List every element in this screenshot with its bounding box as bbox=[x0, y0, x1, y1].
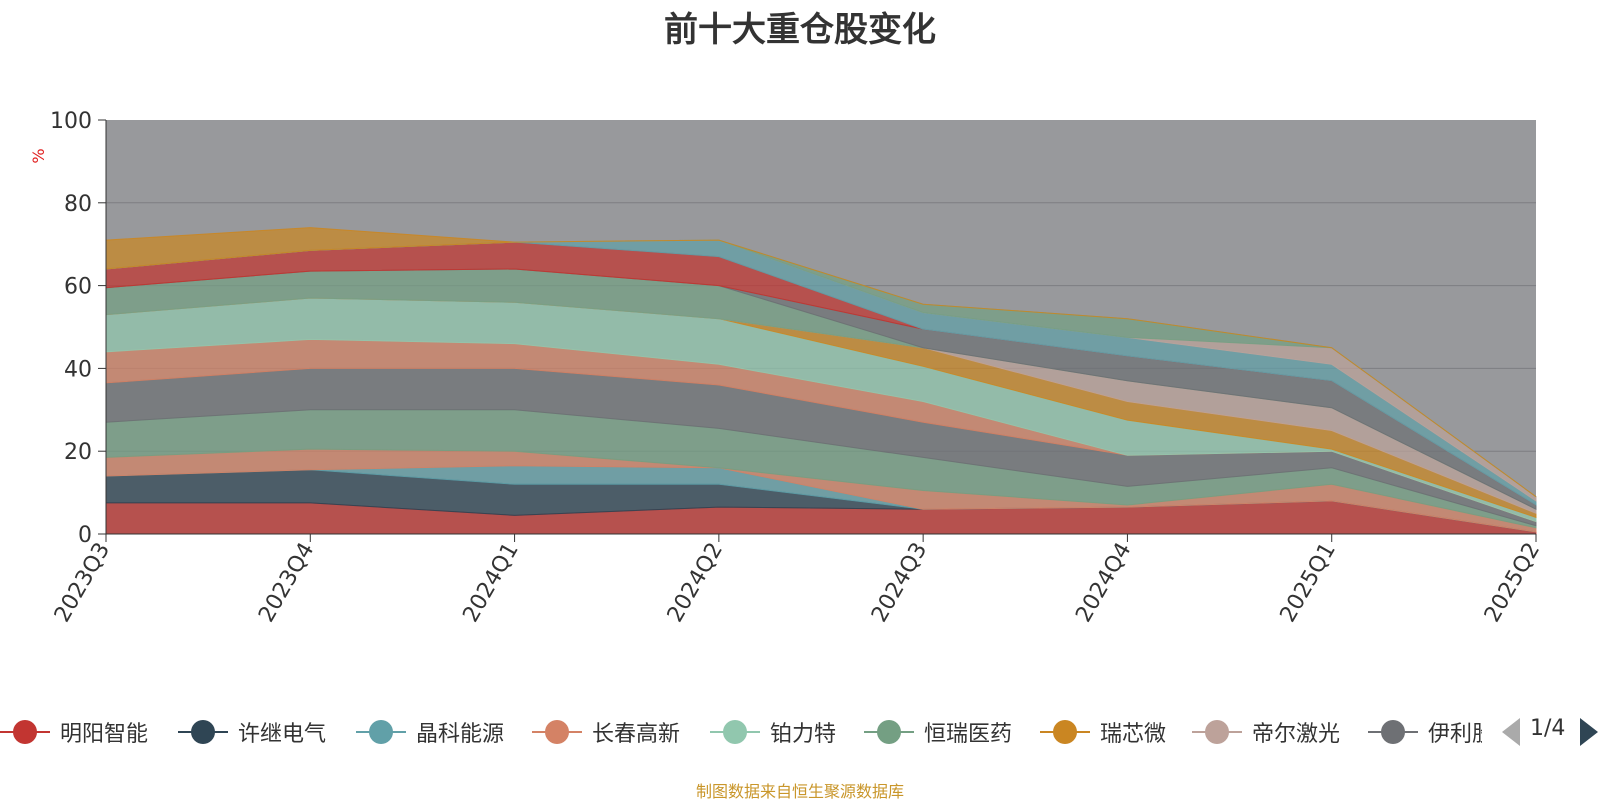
legend-items: 明阳智能 许继电气 晶科能源 长春高新 铂力特 恒瑞医药 瑞芯微 帝尔激光 伊利股份 bbox=[0, 712, 1482, 752]
x-tick-label: 2025Q2 bbox=[1480, 539, 1545, 627]
legend-item[interactable]: 帝尔激光 bbox=[1192, 712, 1340, 752]
x-tick-label: 2024Q2 bbox=[663, 539, 728, 627]
legend-label: 伊利股份 bbox=[1428, 722, 1482, 747]
y-tick-label: 0 bbox=[78, 523, 92, 548]
legend: 明阳智能 许继电气 晶科能源 长春高新 铂力特 恒瑞医药 瑞芯微 帝尔激光 伊利股份 1/4 bbox=[0, 712, 1600, 752]
legend-item[interactable]: 长春高新 bbox=[532, 712, 680, 752]
legend-item[interactable]: 明阳智能 bbox=[0, 712, 148, 752]
legend-label: 明阳智能 bbox=[60, 722, 149, 747]
legend-prev-page-icon[interactable] bbox=[1502, 718, 1520, 746]
legend-marker-icon bbox=[710, 719, 760, 745]
legend-label: 瑞芯微 bbox=[1100, 722, 1167, 747]
legend-page-indicator: 1/4 bbox=[1530, 716, 1566, 741]
stacked-area-chart: 0 20 40 60 80 100% 2023Q3 2023Q4 2024Q1 2024Q2 202… bbox=[29, 109, 1545, 627]
legend-marker-icon bbox=[0, 719, 50, 745]
legend-label: 晶科能源 bbox=[416, 722, 505, 747]
x-tick-label: 2023Q4 bbox=[254, 539, 319, 627]
area-series bbox=[105, 227, 1537, 498]
legend-item[interactable]: 铂力特 bbox=[710, 712, 836, 752]
y-tick-label: 100 bbox=[50, 109, 92, 134]
legend-marker-icon bbox=[1040, 719, 1090, 745]
legend-label: 长春高新 bbox=[592, 722, 681, 747]
y-tick-label: 60 bbox=[64, 275, 92, 300]
legend-item[interactable]: 瑞芯微 bbox=[1040, 712, 1166, 752]
legend-item[interactable]: 晶科能源 bbox=[356, 712, 504, 752]
legend-item[interactable]: 伊利股份 bbox=[1368, 712, 1482, 752]
y-tick-label: 40 bbox=[64, 357, 92, 382]
legend-label: 恒瑞医药 bbox=[924, 722, 1013, 747]
y-axis-unit-label: % bbox=[29, 148, 48, 163]
legend-marker-icon bbox=[532, 719, 582, 745]
x-tick-label: 2023Q3 bbox=[50, 539, 115, 627]
legend-item[interactable]: 恒瑞医药 bbox=[864, 712, 1012, 752]
legend-marker-icon bbox=[1368, 719, 1418, 745]
source-note: 制图数据来自恒生聚源数据库 bbox=[695, 782, 904, 801]
x-tick-label: 2024Q1 bbox=[458, 539, 523, 627]
x-tick-label: 2024Q3 bbox=[867, 539, 932, 627]
legend-label: 许继电气 bbox=[238, 722, 327, 747]
x-tick-label: 2024Q4 bbox=[1071, 539, 1136, 627]
y-tick-label: 80 bbox=[64, 192, 92, 217]
legend-next-page-icon[interactable] bbox=[1580, 718, 1598, 746]
area-series-group bbox=[105, 227, 1537, 535]
y-tick-label: 20 bbox=[64, 440, 92, 465]
chart-title: 前十大重仓股变化 bbox=[664, 10, 936, 50]
legend-marker-icon bbox=[1192, 719, 1242, 745]
legend-marker-icon bbox=[178, 719, 228, 745]
legend-item[interactable]: 许继电气 bbox=[178, 712, 326, 752]
legend-marker-icon bbox=[356, 719, 406, 745]
legend-label: 帝尔激光 bbox=[1252, 722, 1341, 747]
legend-marker-icon bbox=[864, 719, 914, 745]
legend-label: 铂力特 bbox=[770, 722, 837, 747]
x-tick-label: 2025Q1 bbox=[1276, 539, 1341, 627]
